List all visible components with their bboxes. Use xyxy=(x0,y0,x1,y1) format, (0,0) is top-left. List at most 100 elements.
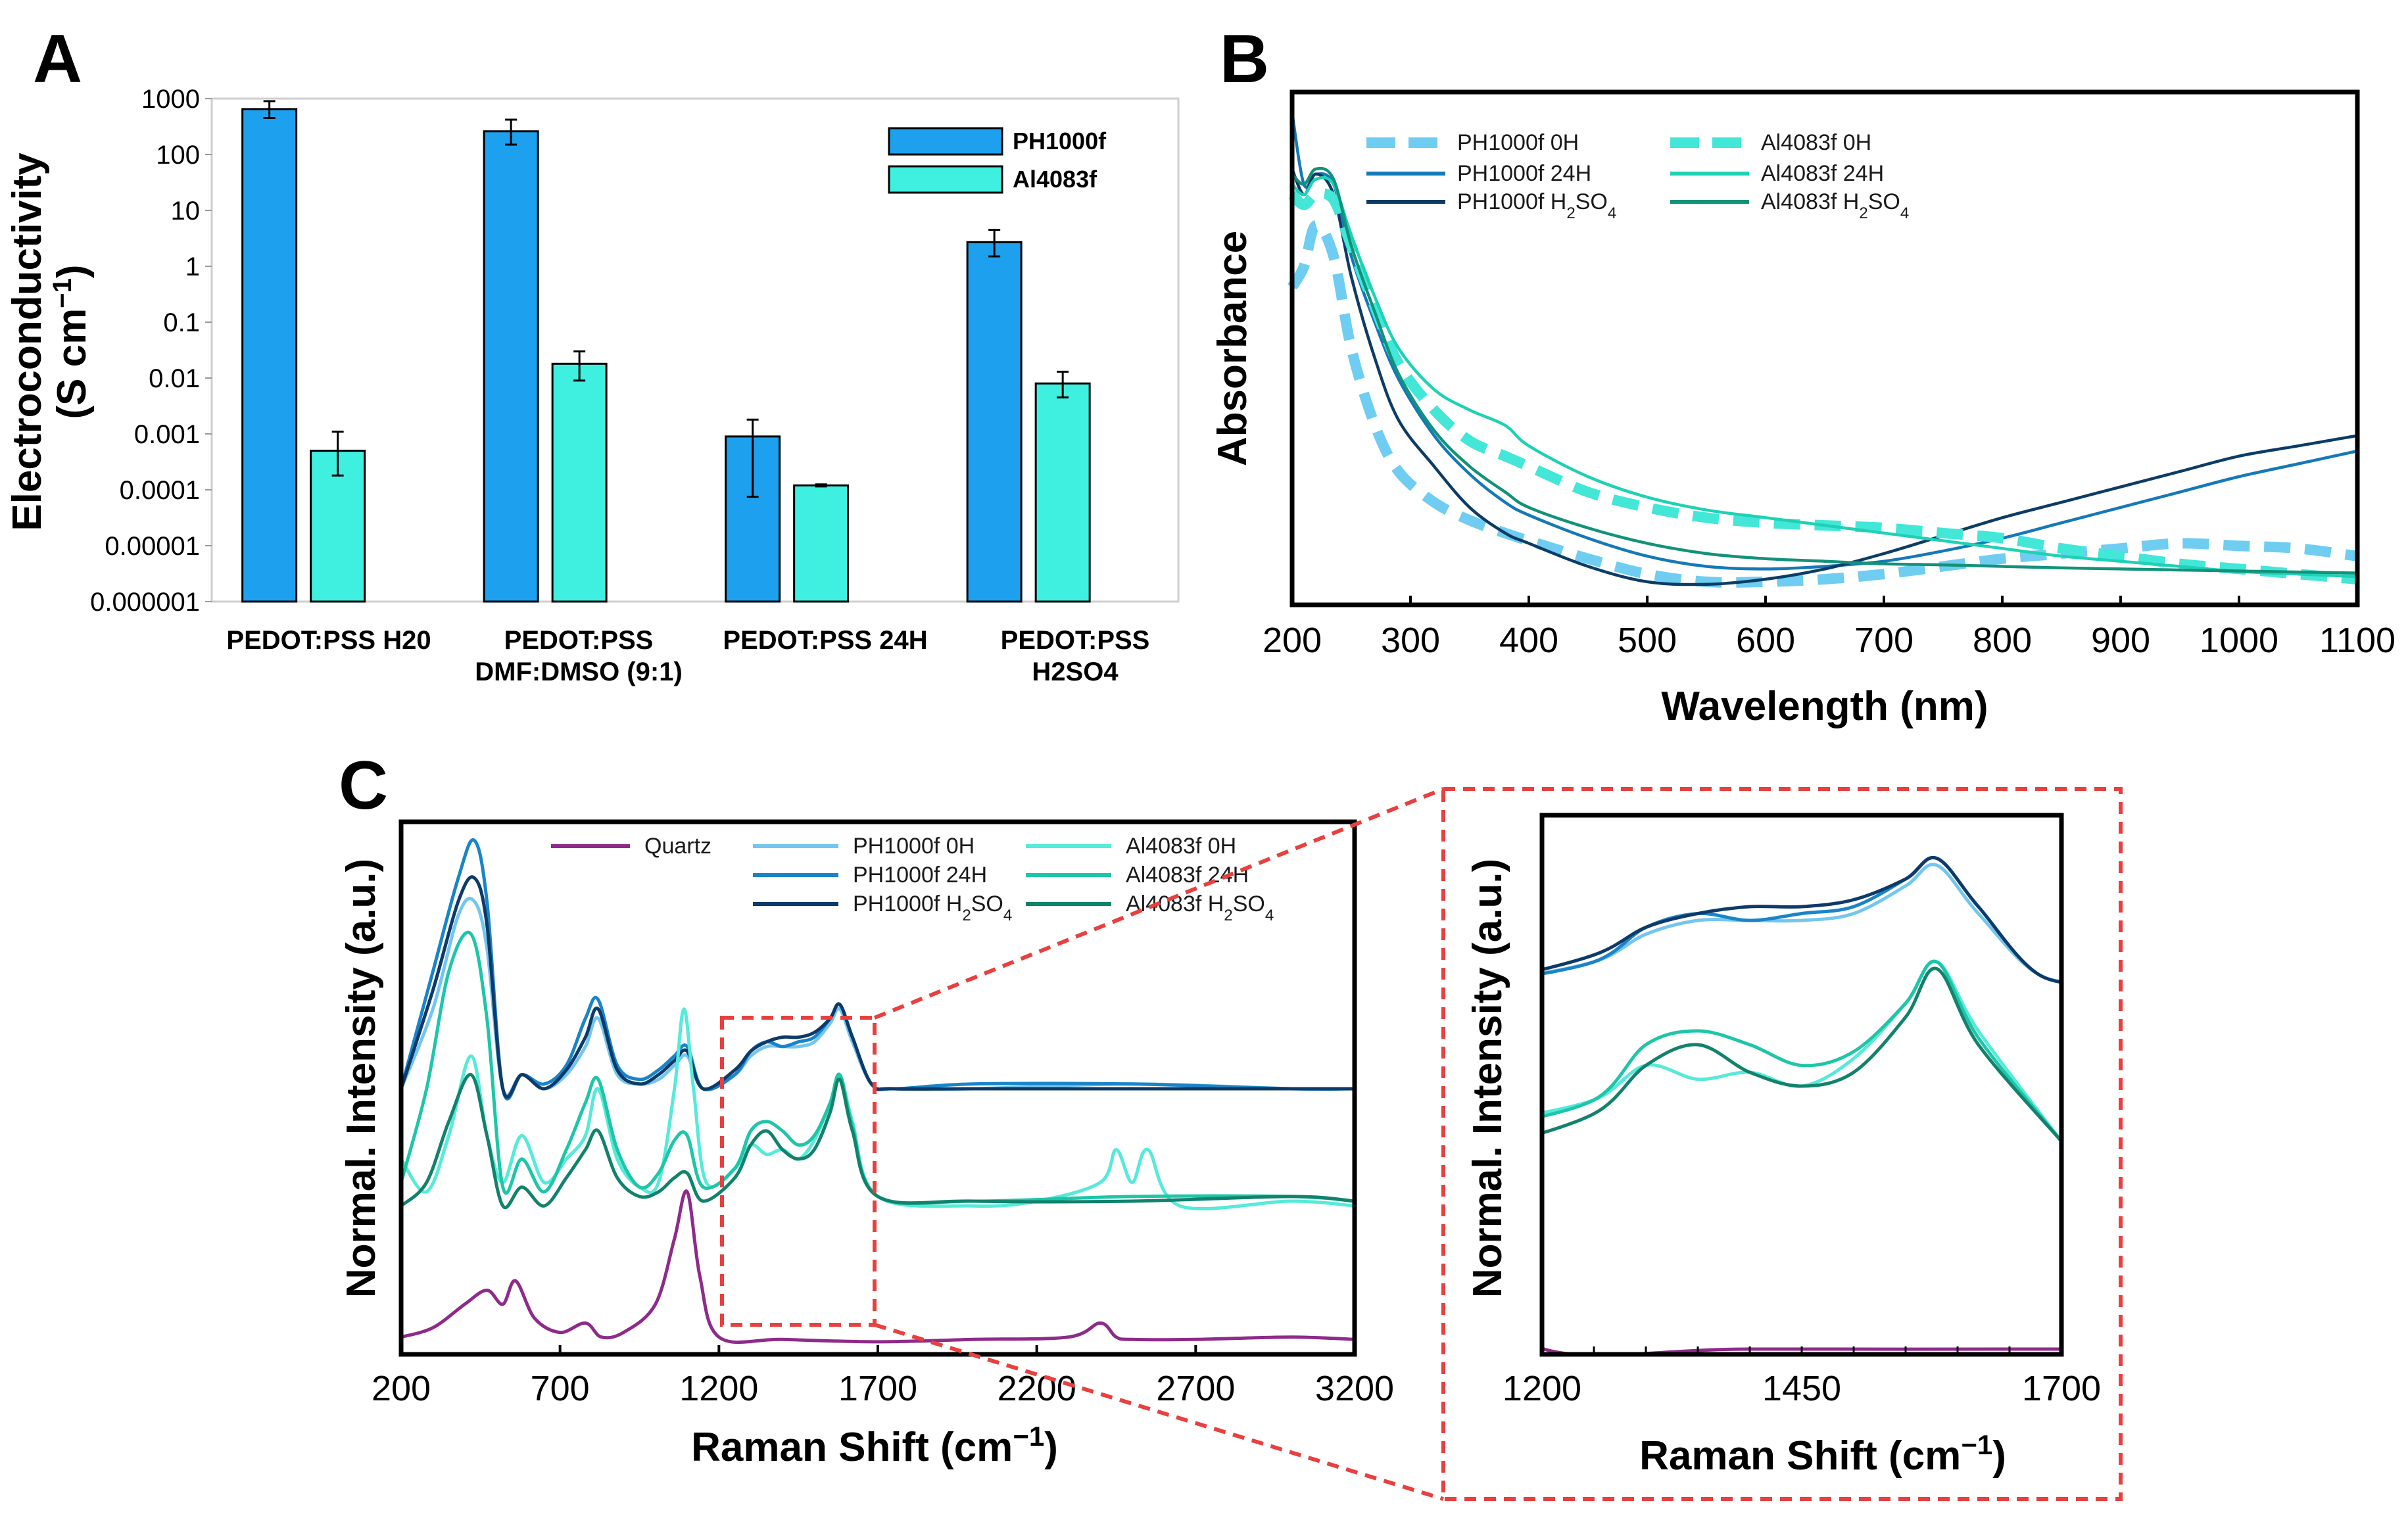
panel-a: A Electroconductivity (S cm−1) 100010010… xyxy=(5,21,1180,686)
legend-label-ph1000f-h2so4: PH1000f H2SO4 xyxy=(1457,189,1616,222)
inset-xtick-label: 1700 xyxy=(2022,1369,2101,1408)
panel-c-lines xyxy=(399,838,1355,1344)
line-ph1000f-0h xyxy=(1288,220,2359,588)
panel-b-xtick-label: 700 xyxy=(1854,621,1914,660)
panel-b-x-ticks: 200 300 400 500 600 700 800 900 1000 1100 xyxy=(1263,596,2396,660)
panel-a-ylabel-line2: (S cm−1) xyxy=(48,264,95,419)
panel-a-category-label: PEDOT:PSS xyxy=(504,626,654,655)
panel-a-y-ticks: 1000 100 10 1 0.1 0.01 0.001 0.0001 0.00001 0.000… xyxy=(90,85,212,617)
line-al4083f-0h xyxy=(1288,188,2358,584)
legend-label-al4083f: Al4083f xyxy=(1013,166,1097,193)
panel-b-ylabel: Absorbance xyxy=(1210,231,1255,466)
bar-ph1000f-3 xyxy=(966,241,1023,603)
legend-label-al4083f-0h: Al4083f 0H xyxy=(1761,130,1871,155)
panel-a-letter: A xyxy=(33,21,82,97)
legend-label-al4083f-0h: Al4083f 0H xyxy=(1126,834,1236,859)
panel-c-xtick-label: 1200 xyxy=(679,1369,758,1408)
panel-b-xlabel: Wavelength (nm) xyxy=(1661,684,1988,729)
bar-al4083f-1 xyxy=(551,362,608,603)
panel-c-xtick-label: 1700 xyxy=(838,1369,917,1408)
panel-c: C Normal. Intensity (a.u.) Raman Shift (… xyxy=(339,748,2123,1501)
legend-swatch-al4083f xyxy=(888,165,1003,194)
legend-swatch-ph1000f xyxy=(888,127,1003,156)
legend-label-al4083f-h2so4: Al4083f H2SO4 xyxy=(1126,892,1274,924)
panel-a-ytick-label: 1000 xyxy=(141,85,200,114)
legend-label-quartz: Quartz xyxy=(644,834,711,859)
bar-ph1000f-0 xyxy=(241,108,298,603)
panel-b-xtick-label: 200 xyxy=(1263,621,1322,660)
panel-b-xtick-label: 300 xyxy=(1381,621,1440,660)
line-al4083f-24h xyxy=(1291,176,2358,579)
panel-c-ylabel: Normal. Intensity (a.u.) xyxy=(339,859,384,1298)
panel-a-ytick-label: 100 xyxy=(156,141,200,170)
legend-label-ph1000f-24h: PH1000f 24H xyxy=(1457,161,1591,186)
inset-ylabel: Normal. Intensity (a.u.) xyxy=(1465,859,1510,1298)
panel-b-xtick-label: 800 xyxy=(1973,621,2032,660)
panel-b-xtick-label: 400 xyxy=(1499,621,1558,660)
panel-a-ytick-label: 1 xyxy=(185,252,200,281)
legend-label-ph1000f-h2so4: PH1000f H2SO4 xyxy=(853,892,1012,924)
inset-line-ph1000f-0h xyxy=(1542,863,2061,984)
bar-al4083f-3 xyxy=(1034,382,1091,603)
raman-line-al4083f-h2so4 xyxy=(400,1073,1355,1210)
panel-b-lines xyxy=(1288,112,2359,588)
panel-c-letter: C xyxy=(339,748,388,824)
panel-b-xtick-label: 600 xyxy=(1736,621,1795,660)
panel-c-xtick-label: 3200 xyxy=(1315,1369,1394,1408)
panel-c-x-ticks: 200 700 1200 1700 2200 2700 3200 xyxy=(372,1345,1394,1408)
panel-a-ytick-label: 0.0001 xyxy=(120,476,200,505)
bar-al4083f-0 xyxy=(310,450,366,603)
inset-xlabel: Raman Shift (cm−1) xyxy=(1639,1429,2006,1479)
legend-label-ph1000f: PH1000f xyxy=(1013,128,1107,155)
inset-outer-box xyxy=(1441,787,2123,1501)
panel-c-xtick-label: 2200 xyxy=(998,1369,1076,1408)
inset-xtick-label: 1200 xyxy=(1503,1369,1581,1408)
panel-a-ytick-label: 0.1 xyxy=(163,308,200,337)
panel-a-bars xyxy=(241,100,1091,603)
panel-a-plot-frame xyxy=(210,97,1180,603)
panel-c-legend: Quartz PH1000f 0H PH1000f 24H PH1000f H2SO4… xyxy=(551,834,1274,924)
legend-label-ph1000f-24h: PH1000f 24H xyxy=(853,863,987,888)
inset-line-al4083f-h2so4 xyxy=(1542,966,2061,1143)
panel-a-ytick-label: 0.000001 xyxy=(90,588,200,617)
bar-ph1000f-1 xyxy=(483,130,539,603)
panel-a-category-label: PEDOT:PSS 24H xyxy=(723,626,927,655)
legend-label-al4083f-24h: Al4083f 24H xyxy=(1761,161,1884,186)
panel-a-ylabel-line1: Electroconductivity xyxy=(5,153,50,531)
raman-line-al4083f-24h xyxy=(399,930,1355,1206)
panel-b-xtick-label: 1000 xyxy=(2200,621,2278,660)
panel-c-xtick-label: 700 xyxy=(531,1369,590,1408)
panel-b-letter: B xyxy=(1220,21,1269,97)
raman-line-al4083f-0h xyxy=(399,1007,1355,1211)
panel-a-category-label: PEDOT:PSS xyxy=(1001,626,1150,655)
panel-a-category-label-line2: H2SO4 xyxy=(1032,657,1119,686)
inset-line-al4083f-0h xyxy=(1542,959,2061,1143)
panel-a-ytick-label: 0.00001 xyxy=(105,532,200,561)
panel-a-ytick-label: 0.01 xyxy=(149,364,200,393)
panel-a-category-label-line2: DMF:DMSO (9:1) xyxy=(475,657,683,686)
raman-line-ph1000f-0h xyxy=(399,897,1355,1097)
panel-b-xtick-label: 1100 xyxy=(2319,621,2396,660)
inset-lines xyxy=(1542,855,2061,1354)
legend-label-al4083f-h2so4: Al4083f H2SO4 xyxy=(1761,189,1909,222)
panel-b-xtick-label: 900 xyxy=(2091,621,2150,660)
zoom-connector-top xyxy=(873,787,1445,1020)
bar-al4083f-2 xyxy=(793,484,850,603)
line-ph1000f-h2so4 xyxy=(1290,168,2358,586)
legend-label-ph1000f-0h: PH1000f 0H xyxy=(1457,130,1579,155)
panel-c-xtick-label: 200 xyxy=(372,1369,431,1408)
panel-a-ytick-label: 0.001 xyxy=(134,420,200,449)
panel-c-xlabel: Raman Shift (cm−1) xyxy=(691,1421,1058,1471)
panel-b-legend: PH1000f 0H PH1000f 24H PH1000f H2SO4 Al4083… xyxy=(1366,130,1909,222)
raman-line-quartz xyxy=(400,1189,1355,1344)
inset-x-ticks: 1200 1450 1700 xyxy=(1503,1346,2101,1408)
zoom-connector-bottom xyxy=(874,1323,1444,1501)
panel-a-category-label: PEDOT:PSS H20 xyxy=(226,626,431,655)
panel-b-xtick-label: 500 xyxy=(1618,621,1677,660)
inset-line-ph1000f-h2so4 xyxy=(1542,855,2061,984)
panel-a-ytick-label: 10 xyxy=(171,197,201,226)
inset-line-quartz xyxy=(1542,1346,2061,1354)
inset-line-al4083f-24h xyxy=(1542,959,2061,1143)
